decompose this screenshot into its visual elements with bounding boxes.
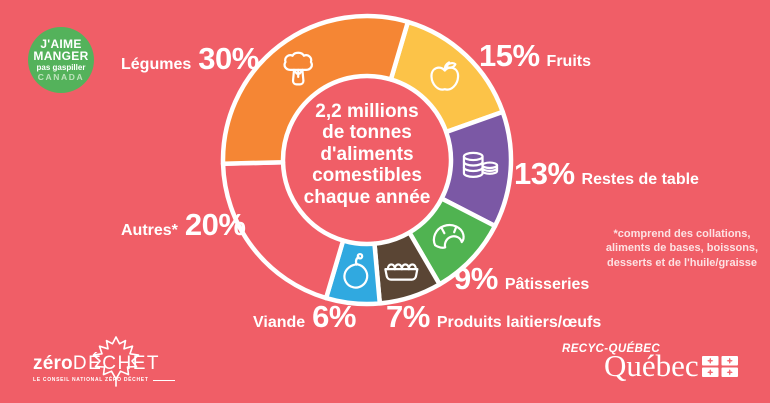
footnote: *comprend des collations, aliments de ba… [605,228,759,269]
maple-leaf-icon [92,336,140,387]
cans-icon [462,151,499,178]
donut-segment-legumes [220,13,411,167]
slice-percent: 20% [184,207,246,242]
slice-percent: 30% [198,41,259,76]
recyc-quebec-logo: RECYC-QUÉBEC [562,343,661,355]
chart-center-label: 2,2 millions de tonnes d'aliments comest… [303,101,431,208]
slice-name: Restes de table [581,171,699,188]
eggs-icon [384,263,419,281]
slice-percent: 7% [386,299,430,334]
quebec-flag-icon [702,356,738,377]
slice-name: Produits laitiers/œufs [436,314,602,331]
badge-line: J'AIME [40,36,82,51]
slice-percent: 9% [454,261,498,296]
donut-segment-autres [220,159,346,301]
zero-dechet-tagline-text: LE CONSEIL NATIONAL ZÉRO DÉCHET [33,377,149,383]
chart-label-produits-laitiers-oeufs: 7% Produits laitiers/œufs [386,299,601,335]
croissant-icon [432,223,465,249]
chart-label-legumes: Légumes 30% [121,41,259,77]
zero-dechet-wordmark: zéroDÉCHET [33,353,175,375]
slice-percent: 15% [479,38,540,73]
broccoli-icon [283,51,313,86]
love-food-hate-waste-badge: J'AIME MANGER pas gaspiller CANADA [28,27,94,93]
chart-label-autres: Autres* 20% [121,207,246,243]
slice-name: Légumes [121,56,192,73]
zero-dechet-logo: zéroDÉCHET LE CONSEIL NATIONAL ZÉRO DÉCH… [33,353,175,383]
slice-name: Autres* [121,222,178,239]
zero-dechet-tagline: LE CONSEIL NATIONAL ZÉRO DÉCHET [33,377,175,383]
zero-dechet-bold: zéro [33,353,73,374]
slice-name: Fruits [546,53,591,70]
chart-label-restes-de-table: 13% Restes de table [514,156,699,192]
zero-dechet-light: DÉCHET [72,353,160,374]
quebec-wordmark: Québec [604,348,699,383]
tagline-rule [152,379,175,381]
drumstick-icon [343,252,369,289]
badge-line: CANADA [37,72,85,83]
slice-percent: 13% [514,156,575,191]
badge-line: MANGER [33,49,89,64]
chart-label-fruits: 15% Fruits [479,38,591,74]
chart-label-viande: Viande 6% [253,299,356,335]
apple-icon [430,61,460,91]
slice-name: Pâtisseries [504,276,590,293]
slice-name: Viande [253,314,306,331]
badge-line: pas gaspiller [36,62,86,72]
slice-percent: 6% [312,299,356,334]
chart-label-patisseries: 9% Pâtisseries [454,261,589,297]
